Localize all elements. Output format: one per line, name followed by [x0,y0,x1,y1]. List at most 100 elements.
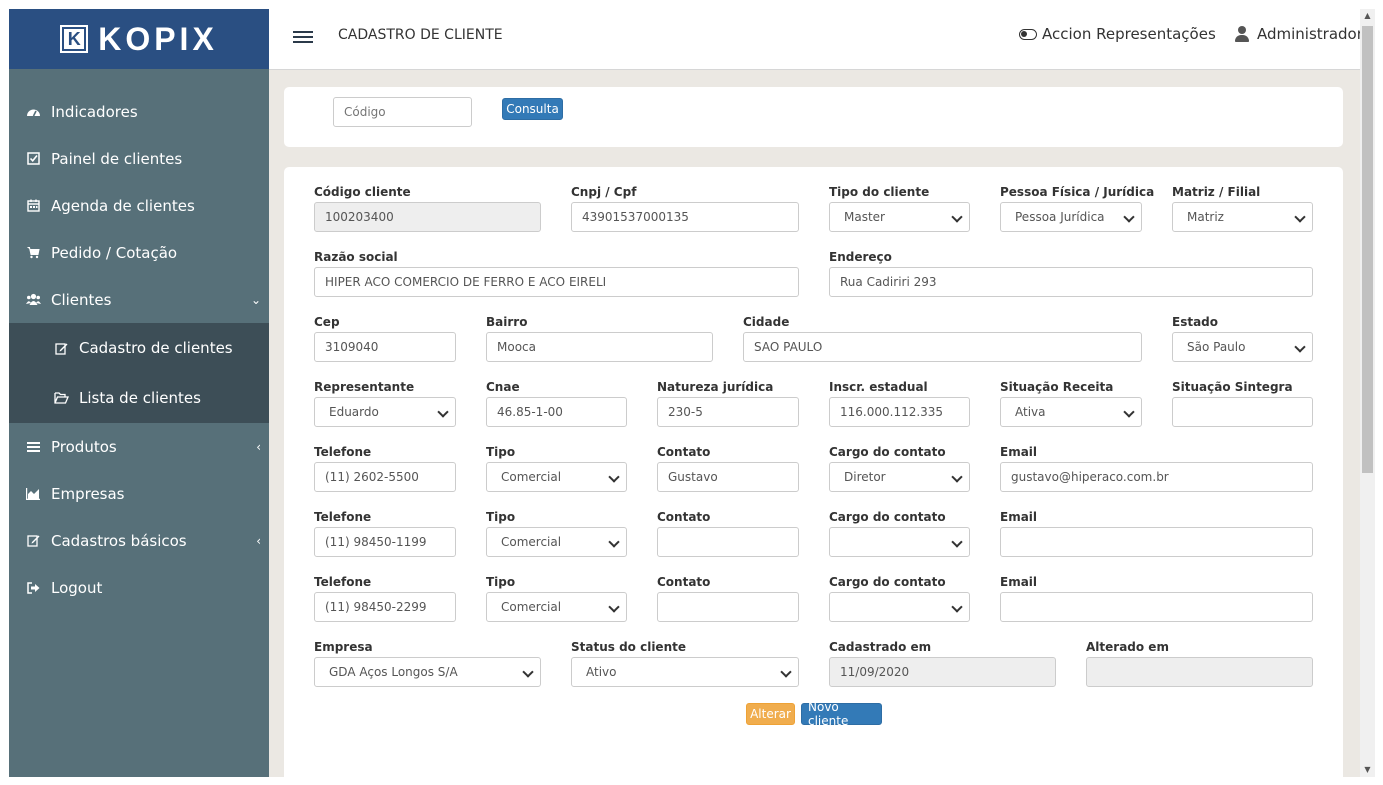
cep-label: Cep [314,315,340,329]
representation-switch[interactable]: Accion Representações [1019,25,1216,43]
scrollbar[interactable]: ▲ ▼ [1360,9,1375,777]
situacao-receita-select[interactable]: Ativa [1000,397,1142,427]
bairro-field[interactable]: Mooca [486,332,713,362]
sidebar-item-pedido[interactable]: Pedido / Cotação [9,229,269,276]
sidebar-item-logout[interactable]: Logout [9,564,269,611]
sidebar-item-label: Cadastros básicos [51,531,187,550]
codigo-cliente-label: Código cliente [314,185,411,199]
situacao-receita-label: Situação Receita [1000,380,1114,394]
endereco-label: Endereço [829,250,892,264]
contato-field-3[interactable] [657,592,799,622]
sidebar-item-agenda[interactable]: Agenda de clientes [9,182,269,229]
cargo-label: Cargo do contato [829,575,946,589]
tipo-select-3[interactable]: Comercial [486,592,627,622]
alterado-label: Alterado em [1086,640,1169,654]
cargo-select-1[interactable]: Diretor [829,462,970,492]
logo-mark-icon: K [60,25,89,53]
contato-field-1[interactable]: Gustavo [657,462,799,492]
menu-toggle-icon[interactable] [293,31,313,47]
sidebar-item-cadastros-basicos[interactable]: Cadastros básicos ‹ [9,517,269,564]
empresa-label: Empresa [314,640,373,654]
users-icon [25,292,41,308]
folder-open-icon [53,392,69,404]
cart-icon [25,245,41,261]
cadastrado-field: 11/09/2020 [829,657,1056,687]
matriz-select[interactable]: Matriz [1172,202,1313,232]
email-field-3[interactable] [1000,592,1313,622]
sidebar-item-label: Empresas [51,484,125,503]
email-field-1[interactable]: gustavo@hiperaco.com.br [1000,462,1313,492]
sidebar-item-painel[interactable]: Painel de clientes [9,135,269,182]
cnae-label: Cnae [486,380,520,394]
pessoa-label: Pessoa Física / Jurídica [1000,185,1155,199]
scroll-up-icon[interactable]: ▲ [1364,11,1371,20]
submenu-item-label: Lista de clientes [79,389,201,407]
contato-label: Contato [657,510,711,524]
razao-social-field[interactable]: HIPER ACO COMERCIO DE FERRO E ACO EIRELI [314,267,799,297]
tipo-select-1[interactable]: Comercial [486,462,627,492]
tipo-select-2[interactable]: Comercial [486,527,627,557]
sidebar-item-label: Clientes [51,290,112,309]
alterado-field [1086,657,1313,687]
status-select[interactable]: Ativo [571,657,799,687]
representante-label: Representante [314,380,415,394]
bairro-label: Bairro [486,315,528,329]
tipo-label: Tipo [486,510,516,524]
empresa-select[interactable]: GDA Aços Longos S/A [314,657,541,687]
logo[interactable]: K KOPIX [9,9,269,69]
submenu-item-cadastro-clientes[interactable]: Cadastro de clientes [9,323,269,373]
situacao-sintegra-label: Situação Sintegra [1172,380,1293,394]
telefone-label: Telefone [314,510,372,524]
tipo-label: Tipo [486,445,516,459]
contato-label: Contato [657,575,711,589]
telefone-field-1[interactable]: (11) 2602-5500 [314,462,456,492]
tipo-cliente-select[interactable]: Master [829,202,970,232]
inscr-estadual-label: Inscr. estadual [829,380,928,394]
estado-select[interactable]: São Paulo [1172,332,1313,362]
consulta-button[interactable]: Consulta [502,98,563,120]
app-window: K KOPIX Indicadores Painel de clientes A… [9,9,1375,777]
cargo-select-3[interactable] [829,592,970,622]
cnpj-field[interactable]: 43901537000135 [571,202,799,232]
alterar-button[interactable]: Alterar [746,703,795,725]
submenu-item-label: Cadastro de clientes [79,339,233,357]
pessoa-select[interactable]: Pessoa Jurídica [1000,202,1142,232]
situacao-sintegra-field[interactable] [1172,397,1313,427]
sidebar-item-indicadores[interactable]: Indicadores [9,88,269,135]
scroll-down-icon[interactable]: ▼ [1364,765,1371,774]
sidebar-item-label: Agenda de clientes [51,196,195,215]
representante-select[interactable]: Eduardo [314,397,456,427]
user-menu[interactable]: Administrador [1235,25,1363,43]
natureza-field[interactable]: 230-5 [657,397,799,427]
sidebar-item-label: Pedido / Cotação [51,243,178,262]
codigo-search-input[interactable] [333,97,472,127]
submenu-item-lista-clientes[interactable]: Lista de clientes [9,373,269,423]
cidade-field[interactable]: SAO PAULO [743,332,1142,362]
sidebar-item-empresas[interactable]: Empresas [9,470,269,517]
estado-label: Estado [1172,315,1219,329]
scroll-thumb[interactable] [1362,26,1373,473]
contato-field-2[interactable] [657,527,799,557]
cep-field[interactable]: 3109040 [314,332,456,362]
telefone-field-3[interactable]: (11) 98450-2299 [314,592,456,622]
chart-icon [25,486,41,502]
logo-text: KOPIX [98,20,218,57]
cnae-field[interactable]: 46.85-1-00 [486,397,627,427]
search-panel: Consulta [284,87,1343,147]
inscr-estadual-field[interactable]: 116.000.112.335 [829,397,970,427]
sidebar-item-produtos[interactable]: Produtos ‹ [9,423,269,470]
edit-icon [53,342,69,355]
sidebar-item-clientes[interactable]: Clientes ⌄ [9,276,269,323]
cargo-label: Cargo do contato [829,445,946,459]
chevron-down-icon: ⌄ [250,292,261,307]
edit-icon [25,533,41,549]
telefone-field-2[interactable]: (11) 98450-1199 [314,527,456,557]
email-field-2[interactable] [1000,527,1313,557]
cargo-select-2[interactable] [829,527,970,557]
contato-label: Contato [657,445,711,459]
novo-cliente-button[interactable]: Novo cliente [801,700,882,728]
endereco-field[interactable]: Rua Cadiriri 293 [829,267,1313,297]
cargo-label: Cargo do contato [829,510,946,524]
codigo-cliente-field: 100203400 [314,202,541,232]
clientes-submenu: Cadastro de clientes Lista de clientes [9,323,269,423]
